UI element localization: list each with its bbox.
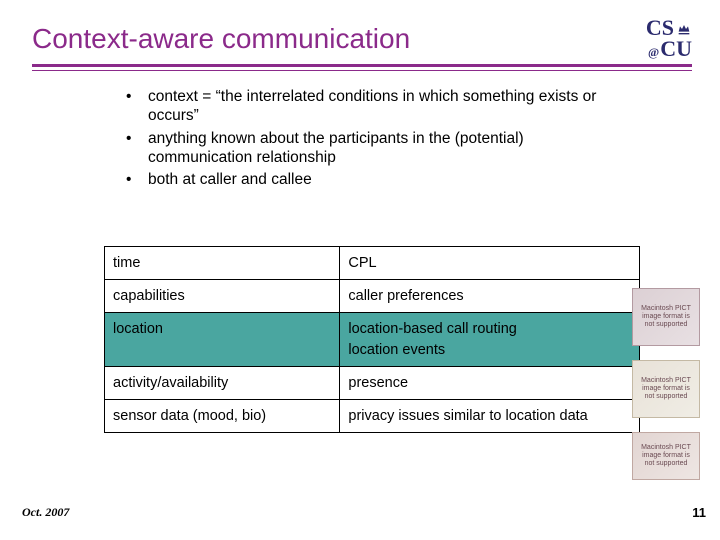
cs-cu-logo: CS @CU: [646, 18, 692, 60]
table-row: activity/availabilitypresence: [105, 366, 640, 399]
title-row: Context-aware communication CS @CU: [0, 18, 720, 60]
logo-cu: CU: [660, 36, 692, 61]
logo-at: @: [648, 45, 659, 59]
table-row: sensor data (mood, bio)privacy issues si…: [105, 400, 640, 433]
table-row: locationlocation-based call routinglocat…: [105, 313, 640, 367]
footer-date: Oct. 2007: [22, 505, 69, 520]
table-row: capabilitiescaller preferences: [105, 279, 640, 312]
image-placeholder: Macintosh PICT image format is not suppo…: [632, 360, 700, 418]
body: •context = “the interrelated conditions …: [0, 71, 720, 434]
context-table: timeCPLcapabilitiescaller preferencesloc…: [104, 246, 640, 434]
bullet-list: •context = “the interrelated conditions …: [126, 87, 626, 190]
side-image-column: Macintosh PICT image format is not suppo…: [630, 288, 702, 480]
bullet-item: •anything known about the participants i…: [126, 129, 626, 168]
bullet-item: •context = “the interrelated conditions …: [126, 87, 626, 126]
title-rule: [0, 64, 720, 71]
slide-title: Context-aware communication: [32, 23, 410, 55]
image-placeholder: Macintosh PICT image format is not suppo…: [632, 432, 700, 480]
table-row: timeCPL: [105, 246, 640, 279]
image-placeholder: Macintosh PICT image format is not suppo…: [632, 288, 700, 346]
bullet-item: •both at caller and callee: [126, 170, 626, 189]
crown-icon: [676, 20, 692, 36]
page-number: 11: [692, 505, 706, 520]
slide: Context-aware communication CS @CU •cont…: [0, 0, 720, 540]
